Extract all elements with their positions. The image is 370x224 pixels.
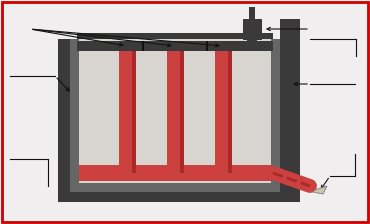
Bar — [77, 33, 273, 39]
Bar — [58, 190, 292, 202]
Bar — [70, 183, 280, 192]
Bar — [142, 41, 144, 51]
Bar — [167, 51, 183, 173]
Bar — [249, 7, 255, 19]
Bar — [79, 165, 271, 181]
Bar — [180, 51, 184, 173]
Bar — [79, 39, 271, 183]
Bar — [228, 51, 232, 173]
Bar — [77, 41, 273, 51]
Bar — [119, 51, 135, 173]
Bar — [247, 37, 257, 47]
Bar — [206, 41, 208, 51]
Bar — [58, 39, 70, 202]
Bar — [271, 39, 280, 190]
Bar — [132, 51, 136, 173]
Bar — [280, 19, 300, 202]
Polygon shape — [313, 186, 327, 194]
Bar — [70, 39, 79, 190]
Bar — [215, 51, 231, 173]
Bar — [243, 19, 261, 39]
